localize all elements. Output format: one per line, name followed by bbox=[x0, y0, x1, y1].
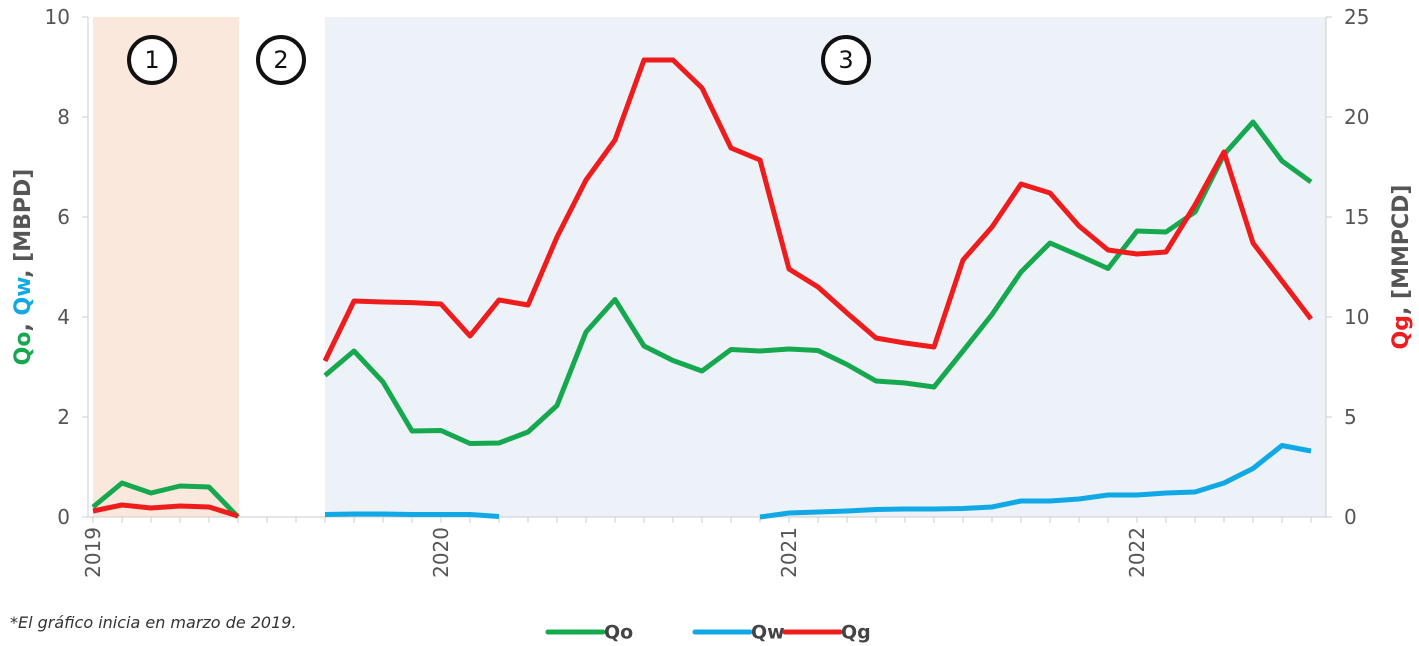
y-tick-label: 10 bbox=[45, 5, 70, 29]
y-axis-label: Qo, Qw, [MBPD] bbox=[11, 169, 36, 366]
legend-label: Qg bbox=[841, 622, 871, 644]
y-tick-label: 8 bbox=[57, 105, 70, 129]
axis-label-part: , bbox=[11, 315, 36, 331]
series-line bbox=[91, 119, 1313, 519]
legend-label: Qw bbox=[751, 622, 785, 644]
y2-axis-label: Qg, [MMPCD] bbox=[1389, 185, 1414, 350]
region-3 bbox=[325, 17, 1326, 517]
axis-label-part: Qg bbox=[1389, 315, 1414, 349]
y-tick-label: 2 bbox=[57, 405, 70, 429]
y2-tick-label: 10 bbox=[1344, 305, 1369, 329]
x-tick-label: 2019 bbox=[81, 527, 105, 578]
axis-label-part: Qw bbox=[11, 277, 36, 316]
series-line bbox=[324, 443, 1312, 520]
region-marker bbox=[256, 35, 306, 85]
region-marker bbox=[127, 35, 177, 85]
region-marker bbox=[821, 35, 871, 85]
y2-tick-label: 25 bbox=[1344, 5, 1369, 29]
y2-tick-label: 5 bbox=[1344, 405, 1357, 429]
region-1 bbox=[93, 17, 239, 517]
y-tick-label: 6 bbox=[57, 205, 70, 229]
y2-tick-label: 20 bbox=[1344, 105, 1369, 129]
region-label: 2 bbox=[273, 46, 288, 74]
series-line bbox=[92, 57, 1313, 519]
y2-tick-label: 0 bbox=[1344, 505, 1357, 529]
region-label: 3 bbox=[838, 46, 853, 74]
y-tick-label: 0 bbox=[57, 505, 70, 529]
x-tick-label: 2020 bbox=[429, 527, 453, 578]
y2-tick-label: 15 bbox=[1344, 205, 1369, 229]
axis-label-part: , [MBPD] bbox=[11, 169, 36, 278]
axis-label-part: , [MMPCD] bbox=[1389, 185, 1414, 315]
note: *El gráfico inicia en marzo de 2019. bbox=[10, 613, 297, 632]
y-tick-label: 4 bbox=[57, 305, 70, 329]
legend-label: Qo bbox=[604, 622, 633, 644]
x-tick-label: 2022 bbox=[1125, 527, 1149, 578]
axis-label-part: Qo bbox=[11, 332, 36, 366]
x-tick-label: 2021 bbox=[777, 527, 801, 578]
region-label: 1 bbox=[144, 46, 159, 74]
